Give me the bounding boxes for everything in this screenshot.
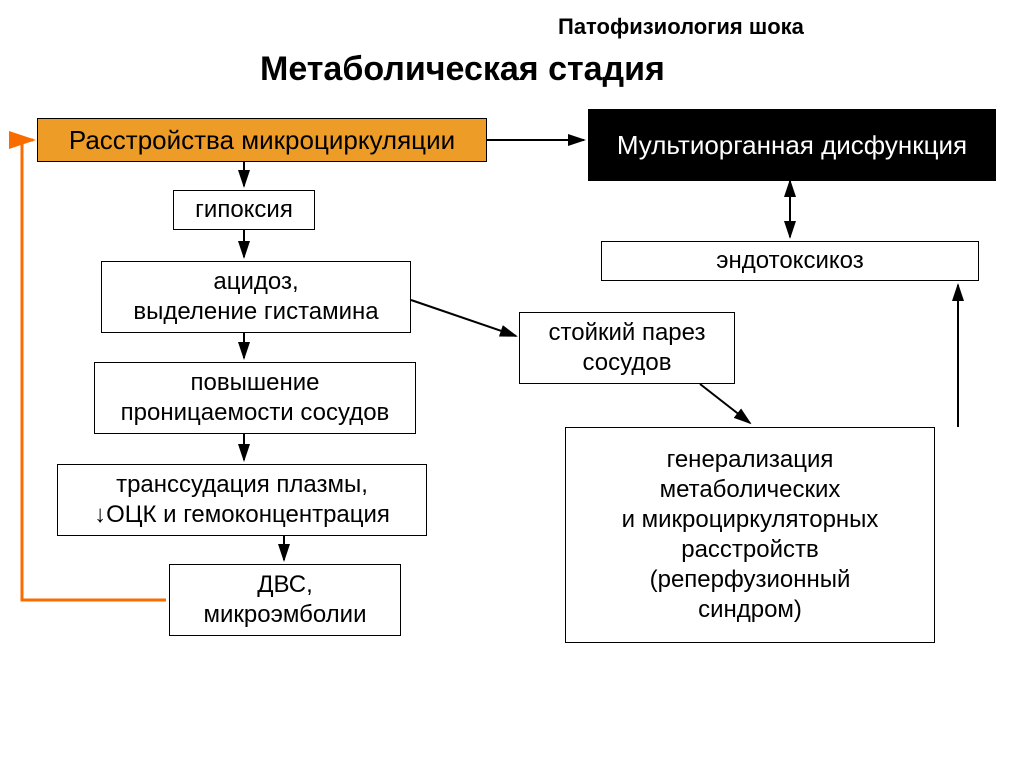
arrow-paresis-to-generalization <box>700 384 750 423</box>
node-multiorgan-dysfunction: Мультиорганная дисфункция <box>588 109 996 181</box>
node-acidosis-histamine: ацидоз, выделение гистамина <box>101 261 411 333</box>
page-title: Метаболическая стадия <box>260 50 665 89</box>
node-endotoxicosis: эндотоксикоз <box>601 241 979 281</box>
node-vascular-paresis: стойкий парез сосудов <box>519 312 735 384</box>
node-plasma-transsudation: транссудация плазмы, ↓ОЦК и гемоконцентр… <box>57 464 427 536</box>
arrow-acidosis-to-paresis <box>411 300 516 336</box>
node-generalization-reperfusion: генерализация метаболических и микроцирк… <box>565 427 935 643</box>
node-hypoxia: гипоксия <box>173 190 315 230</box>
node-dic-microembolism: ДВС, микроэмболии <box>169 564 401 636</box>
node-vascular-permeability: повышение проницаемости сосудов <box>94 362 416 434</box>
node-microcirculation-disorders: Расстройства микроциркуляции <box>37 118 487 162</box>
page-subtitle: Патофизиология шока <box>558 14 804 40</box>
